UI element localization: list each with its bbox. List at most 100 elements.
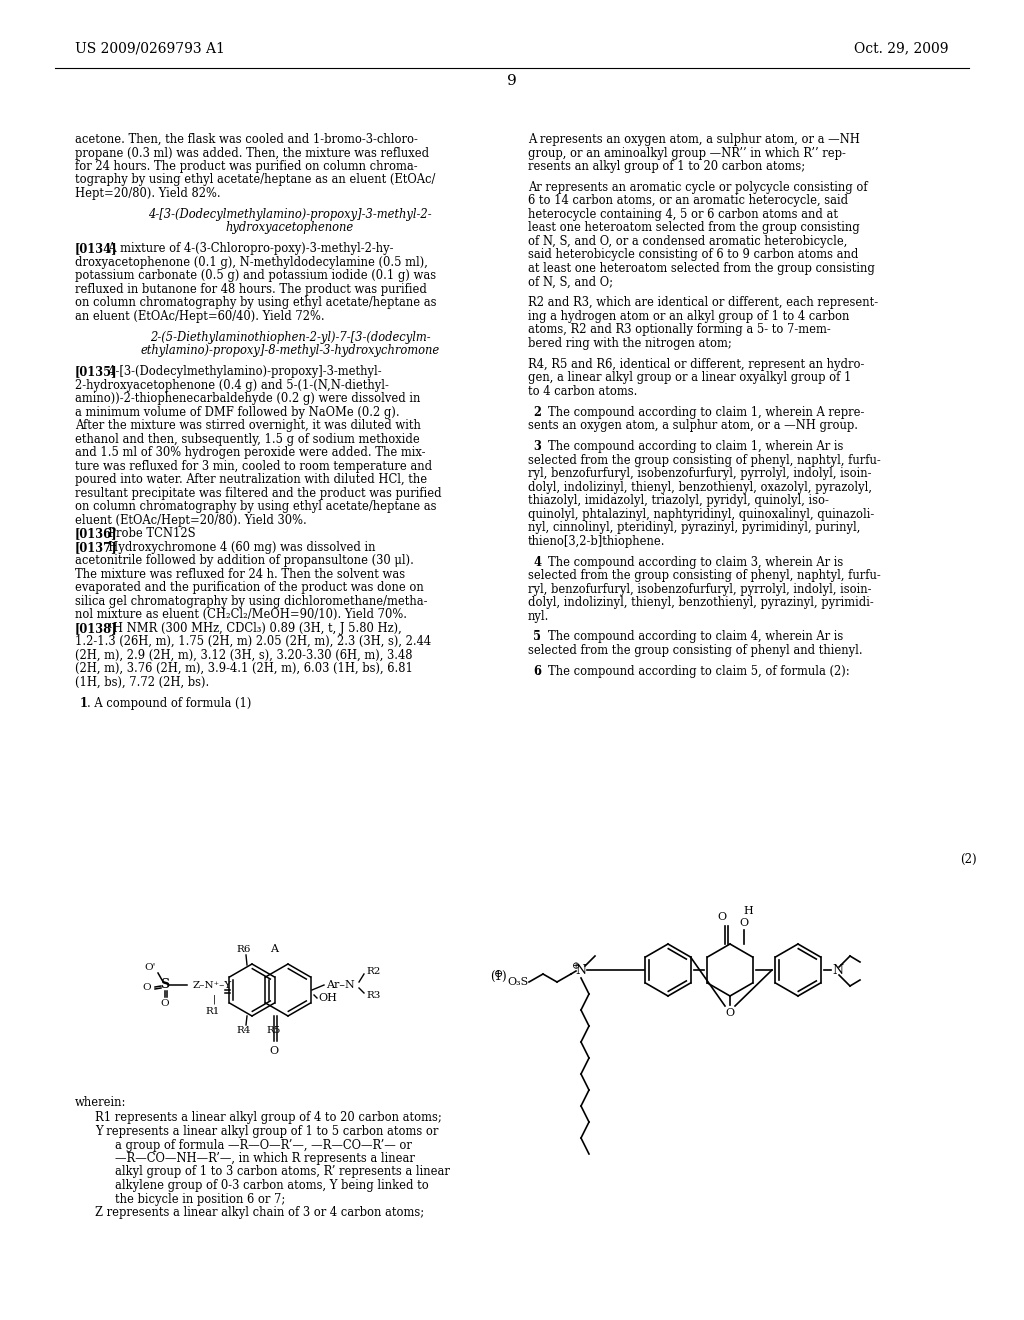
Text: least one heteroatom selected from the group consisting: least one heteroatom selected from the g… xyxy=(528,222,860,235)
Text: R1: R1 xyxy=(206,1007,220,1016)
Text: resents an alkyl group of 1 to 20 carbon atoms;: resents an alkyl group of 1 to 20 carbon… xyxy=(528,160,805,173)
Text: (2): (2) xyxy=(961,853,977,866)
Text: After the mixture was stirred overnight, it was diluted with: After the mixture was stirred overnight,… xyxy=(75,420,421,432)
Text: 1.2-1.3 (26H, m), 1.75 (2H, m) 2.05 (2H, m), 2.3 (3H, s), 2.44: 1.2-1.3 (26H, m), 1.75 (2H, m) 2.05 (2H,… xyxy=(75,635,431,648)
Text: (1H, bs), 7.72 (2H, bs).: (1H, bs), 7.72 (2H, bs). xyxy=(75,676,209,689)
Text: dolyl, indolizinyl, thienyl, benzothienyl, oxazolyl, pyrazolyl,: dolyl, indolizinyl, thienyl, benzothieny… xyxy=(528,480,872,494)
Text: N: N xyxy=(831,964,843,977)
Text: selected from the group consisting of phenyl, naphtyl, furfu-: selected from the group consisting of ph… xyxy=(528,569,881,582)
Text: O: O xyxy=(161,998,169,1007)
Text: ing a hydrogen atom or an alkyl group of 1 to 4 carbon: ing a hydrogen atom or an alkyl group of… xyxy=(528,310,849,323)
Text: thiazolyl, imidazolyl, triazolyl, pyridyl, quinolyl, iso-: thiazolyl, imidazolyl, triazolyl, pyridy… xyxy=(528,494,828,507)
Text: amino))-2-thiophenecarbaldehyde (0.2 g) were dissolved in: amino))-2-thiophenecarbaldehyde (0.2 g) … xyxy=(75,392,421,405)
Text: of N, S, and O;: of N, S, and O; xyxy=(528,276,613,289)
Text: .  The compound according to claim 5, of formula (2):: . The compound according to claim 5, of … xyxy=(538,665,850,678)
Text: evaporated and the purification of the product was done on: evaporated and the purification of the p… xyxy=(75,581,424,594)
Text: refluxed in butanone for 48 hours. The product was purified: refluxed in butanone for 48 hours. The p… xyxy=(75,282,427,296)
Text: US 2009/0269793 A1: US 2009/0269793 A1 xyxy=(75,41,225,55)
Text: A represents an oxygen atom, a sulphur atom, or a —NH: A represents an oxygen atom, a sulphur a… xyxy=(528,133,860,147)
Text: R6: R6 xyxy=(237,945,251,954)
Text: 2: 2 xyxy=(534,405,541,418)
Text: O': O' xyxy=(144,962,156,972)
Text: of N, S, and O, or a condensed aromatic heterobicycle,: of N, S, and O, or a condensed aromatic … xyxy=(528,235,848,248)
Text: (2H, m), 3.76 (2H, m), 3.9-4.1 (2H, m), 6.03 (1H, bs), 6.81: (2H, m), 3.76 (2H, m), 3.9-4.1 (2H, m), … xyxy=(75,663,413,676)
Text: to 4 carbon atoms.: to 4 carbon atoms. xyxy=(528,384,637,397)
Text: . A compound of formula (1): . A compound of formula (1) xyxy=(87,697,251,710)
Text: R2: R2 xyxy=(366,966,380,975)
Text: ⊕: ⊕ xyxy=(572,962,580,972)
Text: [0137]: [0137] xyxy=(75,541,118,553)
Text: gen, a linear alkyl group or a linear oxyalkyl group of 1: gen, a linear alkyl group or a linear ox… xyxy=(528,371,851,384)
Text: 9: 9 xyxy=(507,74,517,88)
Text: ⊖: ⊖ xyxy=(495,969,504,979)
Text: A: A xyxy=(270,944,278,954)
Text: an eluent (EtOAc/Hept=60/40). Yield 72%.: an eluent (EtOAc/Hept=60/40). Yield 72%. xyxy=(75,310,325,323)
Text: O: O xyxy=(718,912,727,921)
Text: bered ring with the nitrogen atom;: bered ring with the nitrogen atom; xyxy=(528,337,732,350)
Text: tography by using ethyl acetate/heptane as an eluent (EtOAc/: tography by using ethyl acetate/heptane … xyxy=(75,173,435,186)
Text: alkylene group of 0-3 carbon atoms, Y being linked to: alkylene group of 0-3 carbon atoms, Y be… xyxy=(115,1179,429,1192)
Text: wherein:: wherein: xyxy=(75,1096,126,1109)
Text: 6: 6 xyxy=(534,665,541,678)
Text: R4, R5 and R6, identical or different, represent an hydro-: R4, R5 and R6, identical or different, r… xyxy=(528,358,864,371)
Text: on column chromatography by using ethyl acetate/heptane as: on column chromatography by using ethyl … xyxy=(75,500,436,513)
Text: R5: R5 xyxy=(267,1026,282,1035)
Text: R3: R3 xyxy=(366,990,380,999)
Text: OH: OH xyxy=(318,993,337,1003)
Text: Z represents a linear alkyl chain of 3 or 4 carbon atoms;: Z represents a linear alkyl chain of 3 o… xyxy=(95,1206,424,1218)
Text: [0134]: [0134] xyxy=(75,243,118,255)
Text: 1: 1 xyxy=(80,697,88,710)
Text: group, or an aminoalkyl group —NR’’ in which R’’ rep-: group, or an aminoalkyl group —NR’’ in w… xyxy=(528,147,846,160)
Text: droxyacetophenone (0.1 g), N-methyldodecylamine (0.5 ml),: droxyacetophenone (0.1 g), N-methyldodec… xyxy=(75,256,428,269)
Text: 4-[3-(Dodecylmethylamino)-propoxy]-3-methyl-2-: 4-[3-(Dodecylmethylamino)-propoxy]-3-met… xyxy=(148,209,432,220)
Text: ture was refluxed for 3 min, cooled to room temperature and: ture was refluxed for 3 min, cooled to r… xyxy=(75,459,432,473)
Text: O: O xyxy=(739,917,749,928)
Text: poured into water. After neutralization with diluted HCl, the: poured into water. After neutralization … xyxy=(75,473,427,486)
Text: nyl.: nyl. xyxy=(528,610,549,623)
Text: (1): (1) xyxy=(490,970,507,983)
Text: thieno[3,2-b]thiophene.: thieno[3,2-b]thiophene. xyxy=(528,535,666,548)
Text: 4: 4 xyxy=(534,556,541,569)
Text: ethanol and then, subsequently, 1.5 g of sodium methoxide: ethanol and then, subsequently, 1.5 g of… xyxy=(75,433,420,446)
Text: .  The compound according to claim 3, wherein Ar is: . The compound according to claim 3, whe… xyxy=(538,556,844,569)
Text: and 1.5 ml of 30% hydrogen peroxide were added. The mix-: and 1.5 ml of 30% hydrogen peroxide were… xyxy=(75,446,426,459)
Text: Hept=20/80). Yield 82%.: Hept=20/80). Yield 82%. xyxy=(75,187,220,201)
Text: N: N xyxy=(575,964,587,977)
Text: (2H, m), 2.9 (2H, m), 3.12 (3H, s), 3.20-3.30 (6H, m), 3.48: (2H, m), 2.9 (2H, m), 3.12 (3H, s), 3.20… xyxy=(75,648,413,661)
Text: Probe TCN12S: Probe TCN12S xyxy=(100,527,196,540)
Text: selected from the group consisting of phenyl and thienyl.: selected from the group consisting of ph… xyxy=(528,644,862,657)
Text: alkyl group of 1 to 3 carbon atoms, R’ represents a linear: alkyl group of 1 to 3 carbon atoms, R’ r… xyxy=(115,1166,450,1179)
Text: ethylamino)-propoxy]-8-methyl-3-hydroxychromone: ethylamino)-propoxy]-8-methyl-3-hydroxyc… xyxy=(140,345,439,358)
Text: A mixture of 4-(3-Chloropro­poxy)-3-methyl-2-hy-: A mixture of 4-(3-Chloropro­poxy)-3-meth… xyxy=(100,243,393,255)
Text: 6 to 14 carbon atoms, or an aromatic heterocycle, said: 6 to 14 carbon atoms, or an aromatic het… xyxy=(528,194,848,207)
Text: —R—CO—NH—R’—, in which R represents a linear: —R—CO—NH—R’—, in which R represents a li… xyxy=(115,1152,415,1166)
Text: Y represents a linear alkyl group of 1 to 5 carbon atoms or: Y represents a linear alkyl group of 1 t… xyxy=(95,1125,438,1138)
Text: nyl, cinnolinyl, pteridinyl, pyrazinyl, pyrimidinyl, purinyl,: nyl, cinnolinyl, pteridinyl, pyrazinyl, … xyxy=(528,521,860,535)
Text: acetone. Then, the flask was cooled and 1-bromo-3-chloro-: acetone. Then, the flask was cooled and … xyxy=(75,133,418,147)
Text: propane (0.3 ml) was added. Then, the mixture was refluxed: propane (0.3 ml) was added. Then, the mi… xyxy=(75,147,429,160)
Text: selected from the group consisting of phenyl, naphtyl, furfu-: selected from the group consisting of ph… xyxy=(528,454,881,467)
Text: R1 represents a linear alkyl group of 4 to 20 carbon atoms;: R1 represents a linear alkyl group of 4 … xyxy=(95,1111,441,1125)
Text: a group of formula —R—O—R’—, —R—CO—R’— or: a group of formula —R—O—R’—, —R—CO—R’— o… xyxy=(115,1138,412,1151)
Text: nol mixture as eluent (CH₂Cl₂/MeOH=90/10). Yield 70%.: nol mixture as eluent (CH₂Cl₂/MeOH=90/10… xyxy=(75,609,407,622)
Text: H: H xyxy=(743,906,753,916)
Text: 3: 3 xyxy=(534,440,541,453)
Text: a minimum volume of DMF followed by NaOMe (0.2 g).: a minimum volume of DMF followed by NaOM… xyxy=(75,405,399,418)
Text: [0135]: [0135] xyxy=(75,366,118,379)
Text: R4: R4 xyxy=(237,1026,251,1035)
Text: S: S xyxy=(161,978,170,991)
Text: resultant precipitate was filtered and the product was purified: resultant precipitate was filtered and t… xyxy=(75,487,441,500)
Text: at least one heteroatom selected from the group consisting: at least one heteroatom selected from th… xyxy=(528,261,874,275)
Text: heterocycle containing 4, 5 or 6 carbon atoms and at: heterocycle containing 4, 5 or 6 carbon … xyxy=(528,209,838,220)
Text: Z–N⁺–Y: Z–N⁺–Y xyxy=(193,981,232,990)
Text: atoms, R2 and R3 optionally forming a 5- to 7-mem-: atoms, R2 and R3 optionally forming a 5-… xyxy=(528,323,830,337)
Text: acetonitrile followed by addition of propansultone (30 μl).: acetonitrile followed by addition of pro… xyxy=(75,554,414,568)
Text: eluent (EtOAc/Hept=20/80). Yield 30%.: eluent (EtOAc/Hept=20/80). Yield 30%. xyxy=(75,513,307,527)
Text: The mixture was refluxed for 24 h. Then the solvent was: The mixture was refluxed for 24 h. Then … xyxy=(75,568,406,581)
Text: on column chromatography by using ethyl acetate/heptane as: on column chromatography by using ethyl … xyxy=(75,297,436,309)
Text: O: O xyxy=(725,1008,734,1018)
Text: ryl, benzofurfuryl, isobenzofurfuryl, pyrrolyl, indolyl, isoin-: ryl, benzofurfuryl, isobenzofurfuryl, py… xyxy=(528,467,871,480)
Text: for 24 hours. The product was purified on column chroma-: for 24 hours. The product was purified o… xyxy=(75,160,418,173)
Text: 5: 5 xyxy=(534,631,541,643)
Text: O: O xyxy=(142,982,152,991)
